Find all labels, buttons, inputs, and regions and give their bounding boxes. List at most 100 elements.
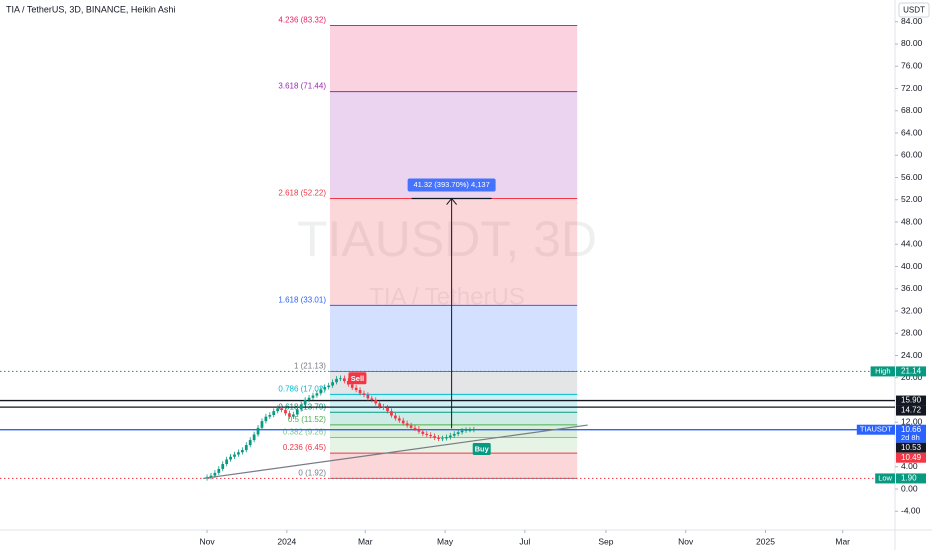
candle-body — [229, 456, 232, 460]
candle-body — [382, 406, 385, 408]
axis-labels: -4.00 0.00 4.00 12.00 20.00 24.00 28.00 32.00 36… — [199, 16, 926, 546]
candle-body — [323, 387, 327, 390]
x-tick-label: Nov — [199, 536, 215, 546]
price-tag: Low — [878, 473, 892, 482]
candle-body — [346, 381, 350, 385]
candle-body — [441, 438, 444, 440]
y-tick-label: 76.00 — [901, 61, 923, 71]
candle-body — [417, 428, 421, 432]
candle-body — [280, 408, 283, 411]
fib-label: 3.618 (71.44) — [278, 82, 326, 91]
y-tick-label: 44.00 — [901, 239, 923, 249]
price-label: 21.14 — [901, 367, 922, 376]
fib-zone — [329, 371, 578, 395]
y-tick-label: 28.00 — [901, 328, 923, 338]
candle-body — [307, 397, 311, 401]
candle-body — [315, 393, 319, 396]
candle-body — [327, 385, 331, 388]
y-tick-label: 68.00 — [901, 105, 923, 115]
signal-tag — [348, 372, 367, 385]
x-tick-label: 2025 — [756, 536, 775, 546]
candle-body — [209, 475, 213, 478]
fib-zone — [329, 424, 578, 438]
fib-label: 0.5 (11.52) — [288, 415, 326, 424]
candle-body — [401, 420, 405, 424]
candle-body — [260, 421, 264, 428]
candle-body — [394, 415, 397, 419]
candle-body — [433, 436, 436, 438]
signal-tag — [472, 442, 491, 455]
signal-label: Buy — [475, 444, 490, 453]
price-label-box — [896, 473, 926, 484]
countdown: 2d 8h — [901, 433, 920, 442]
fib-label: 0.786 (17.02) — [278, 384, 326, 393]
y-tick-label: 56.00 — [901, 172, 923, 182]
candle-body — [354, 387, 358, 390]
fib-label: 0.236 (6.45) — [283, 443, 326, 452]
candle-body — [452, 433, 456, 436]
fib-zone — [329, 412, 578, 425]
candle-body — [456, 432, 460, 434]
fib-zone — [329, 453, 578, 479]
fib-label: 1 (21.13) — [294, 362, 326, 371]
candle-body — [244, 445, 248, 451]
candle-body — [374, 400, 378, 404]
price-label-box — [896, 395, 926, 406]
candle-body — [366, 394, 370, 399]
y-tick-label: 80.00 — [901, 38, 923, 48]
watermark: TIAUSDT, 3D — [297, 211, 597, 267]
x-tick-label: Mar — [358, 536, 373, 546]
candle-body — [335, 378, 338, 383]
candle-body — [350, 384, 354, 388]
y-tick-label: 20.00 — [901, 372, 923, 382]
fib-label: 0 (1.92) — [298, 468, 326, 477]
measure-label: 41.32 (393.70%) 4,137 — [413, 180, 489, 189]
y-tick-label: 4.00 — [901, 461, 918, 471]
trendline — [203, 424, 588, 480]
candle-body — [378, 403, 382, 407]
candle-body — [268, 415, 272, 417]
x-tick-label: Mar — [835, 536, 850, 546]
price-label: 15.90 — [901, 396, 922, 405]
price-label: 10.49 — [901, 453, 922, 462]
candle-body — [386, 407, 389, 412]
x-tick-label: Sep — [598, 536, 613, 546]
candle-body — [284, 410, 287, 414]
y-tick-label: 60.00 — [901, 150, 923, 160]
fib-label: 2.618 (52.22) — [278, 189, 326, 198]
chart-title: TIA / TetherUS, 3D, BINANCE, Heikin Ashi — [6, 4, 175, 14]
price-label: 1.90 — [901, 474, 917, 483]
fib-zone — [329, 25, 578, 92]
candle-body — [319, 389, 323, 394]
y-tick-label: 0.00 — [901, 483, 918, 493]
measure-box — [407, 178, 496, 192]
price-label: 10.66 — [901, 425, 922, 434]
fib-label: 0.382 (9.26) — [283, 428, 326, 437]
price-tag-box — [875, 473, 895, 484]
candle-body — [272, 411, 276, 416]
candle-body — [445, 437, 448, 439]
y-tick-label: 32.00 — [901, 305, 923, 315]
candle-body — [405, 423, 409, 426]
y-tick-label: 24.00 — [901, 350, 923, 360]
price-label-box — [896, 442, 926, 453]
candle-body — [429, 435, 433, 437]
candle-body — [464, 430, 468, 431]
candle-body — [362, 393, 366, 395]
fib-zone — [329, 198, 578, 306]
candle-body — [288, 413, 291, 417]
candle-body — [252, 434, 256, 441]
candle-body — [299, 404, 303, 410]
x-tick-label: Jul — [519, 536, 530, 546]
price-label-box — [896, 405, 926, 416]
candle-body — [256, 427, 260, 435]
candle-body — [339, 378, 342, 380]
fib-zone — [329, 305, 578, 372]
price-tag-box — [870, 366, 895, 377]
plot-area: 4.236 (83.32) 3.618 (71.44) 2.618 (52.22) 1… — [0, 16, 895, 481]
candle-body — [421, 431, 425, 434]
candle-body — [237, 452, 240, 455]
currency-box[interactable] — [898, 2, 930, 18]
candle-body — [468, 430, 472, 431]
